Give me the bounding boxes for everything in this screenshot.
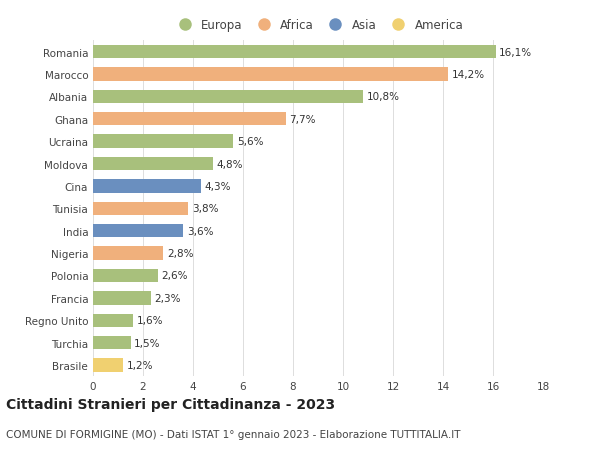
Text: 7,7%: 7,7% bbox=[289, 114, 316, 124]
Text: Cittadini Stranieri per Cittadinanza - 2023: Cittadini Stranieri per Cittadinanza - 2… bbox=[6, 397, 335, 411]
Text: 14,2%: 14,2% bbox=[452, 70, 485, 80]
Text: 4,3%: 4,3% bbox=[204, 181, 231, 191]
Bar bbox=[93, 113, 286, 126]
Bar bbox=[93, 90, 363, 104]
Text: 2,3%: 2,3% bbox=[154, 293, 181, 303]
Text: 2,6%: 2,6% bbox=[162, 271, 188, 281]
Text: COMUNE DI FORMIGINE (MO) - Dati ISTAT 1° gennaio 2023 - Elaborazione TUTTITALIA.: COMUNE DI FORMIGINE (MO) - Dati ISTAT 1°… bbox=[6, 429, 461, 439]
Text: 2,8%: 2,8% bbox=[167, 248, 193, 258]
Bar bbox=[93, 46, 496, 59]
Text: 3,6%: 3,6% bbox=[187, 226, 213, 236]
Bar bbox=[93, 314, 133, 327]
Text: 1,5%: 1,5% bbox=[134, 338, 161, 348]
Text: 1,2%: 1,2% bbox=[127, 360, 153, 370]
Text: 1,6%: 1,6% bbox=[137, 315, 163, 325]
Bar bbox=[93, 202, 188, 216]
Bar bbox=[93, 135, 233, 149]
Bar bbox=[93, 224, 183, 238]
Text: 4,8%: 4,8% bbox=[217, 159, 243, 169]
Bar bbox=[93, 358, 123, 372]
Bar bbox=[93, 157, 213, 171]
Text: 10,8%: 10,8% bbox=[367, 92, 400, 102]
Text: 5,6%: 5,6% bbox=[237, 137, 263, 147]
Bar bbox=[93, 247, 163, 260]
Text: 3,8%: 3,8% bbox=[192, 204, 218, 214]
Legend: Europa, Africa, Asia, America: Europa, Africa, Asia, America bbox=[173, 19, 463, 32]
Bar bbox=[93, 180, 200, 193]
Bar bbox=[93, 336, 131, 350]
Bar bbox=[93, 291, 151, 305]
Text: 16,1%: 16,1% bbox=[499, 47, 532, 57]
Bar bbox=[93, 269, 158, 283]
Bar bbox=[93, 68, 448, 82]
